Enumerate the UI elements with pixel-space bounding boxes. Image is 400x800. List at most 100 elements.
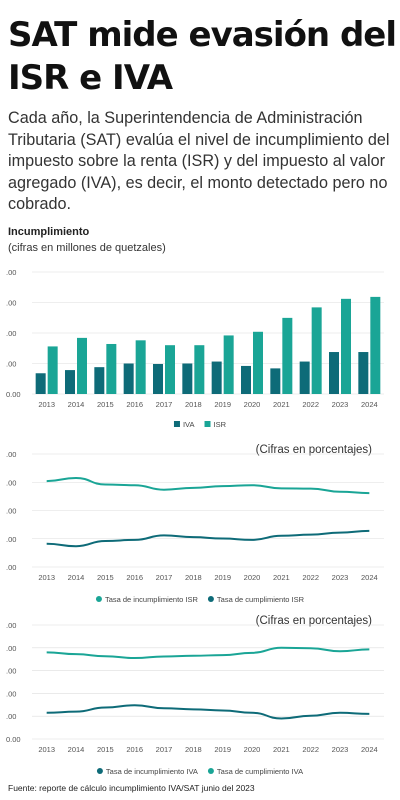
legend-label: IVA [183, 420, 195, 429]
bar-isr-2015 [106, 343, 117, 394]
bar-chart-subtitle: (cifras en millones de quetzales) [8, 242, 166, 254]
y-tick-label: .00 [6, 450, 16, 459]
x-tick-label: 2013 [38, 573, 55, 582]
legend-label: Tasa de cumplimiento ISR [217, 595, 305, 604]
x-tick-label: 2019 [214, 400, 231, 409]
y-tick-label: .00 [6, 644, 16, 653]
bar-isr-2020 [253, 331, 263, 394]
legend: Tasa de incumplimiento IVA Tasa de cumpli… [96, 767, 303, 776]
x-tick-label: 2021 [273, 573, 290, 582]
y-tick-label: .00 [6, 360, 16, 369]
legend-swatch-1 [204, 421, 211, 427]
bar-isr-2013 [47, 346, 58, 394]
legend-label: ISR [214, 420, 227, 429]
x-tick-label: 2019 [214, 745, 231, 754]
bar-iva-2023 [329, 352, 339, 394]
x-tick-label: 2014 [68, 573, 85, 582]
source-note: Fuente: reporte de cálculo incumplimient… [8, 783, 255, 793]
x-tick-label: 2014 [68, 745, 85, 754]
legend: IVA ISR [173, 420, 227, 429]
intro-text: Cada año, la Superintendencia de Adminis… [8, 109, 390, 213]
x-tick-label: 2024 [361, 745, 378, 754]
x-tick-label: 2016 [126, 745, 143, 754]
bar-iva-2020 [241, 365, 251, 394]
bar-iva-2021 [270, 368, 281, 394]
bar-isr-2024 [370, 296, 381, 394]
x-tick-label: 2018 [185, 400, 202, 409]
y-tick-label: .00 [6, 712, 16, 721]
y-tick-label: .00 [6, 667, 16, 676]
line-chart-iva: 0.00 .00 .00 .00 .00 .00 2013 2014 2015 2016 2017 2… [6, 621, 384, 776]
bar-iva-2016 [123, 363, 134, 394]
y-tick-label: 0.00 [6, 735, 21, 744]
isr-chart-note: (Cifras en porcentajes) [255, 444, 372, 456]
x-tick-label: 2022 [302, 573, 319, 582]
bar-isr-2018 [194, 345, 205, 394]
bar-iva-2017 [153, 363, 163, 394]
x-tick-label: 2015 [97, 573, 114, 582]
x-tick-label: 2020 [244, 573, 261, 582]
y-tick-label: .00 [6, 329, 16, 338]
x-tick-label: 2016 [126, 573, 143, 582]
bar-isr-2022 [311, 307, 322, 394]
x-tick-label: 2017 [156, 400, 173, 409]
x-tick-label: 2021 [273, 400, 290, 409]
x-tick-label: 2019 [214, 573, 231, 582]
series-line-1 [46, 529, 370, 548]
bar-isr-2021 [282, 317, 293, 394]
bar-chart-title: Incumplimiento [8, 226, 90, 238]
legend: Tasa de incumplimiento ISR Tasa de cumpli… [95, 595, 305, 604]
x-tick-label: 2014 [68, 400, 85, 409]
y-tick-label: .00 [6, 299, 16, 308]
legend-label: Tasa de incumplimiento ISR [105, 595, 199, 604]
x-tick-label: 2013 [38, 745, 55, 754]
line-chart-isr: .00 .00 .00 .00 .00 2013 2014 2015 2016 2017 2018 2… [6, 450, 384, 604]
bar-iva-2018 [182, 363, 193, 394]
x-tick-label: 2017 [156, 573, 173, 582]
x-tick-label: 2018 [185, 745, 202, 754]
bar-iva-2022 [299, 361, 310, 394]
legend-swatch-0 [173, 421, 180, 427]
x-tick-label: 2023 [332, 400, 349, 409]
bar-isr-2014 [77, 337, 87, 394]
series-line-0 [46, 704, 370, 720]
y-tick-label: .00 [6, 535, 16, 544]
x-tick-label: 2020 [244, 400, 261, 409]
y-tick-label: .00 [6, 621, 16, 630]
bar-isr-2019 [223, 335, 234, 394]
x-tick-label: 2024 [361, 573, 378, 582]
bar-isr-2017 [165, 345, 175, 394]
legend-swatch-0 [95, 596, 102, 602]
iva-chart-note: (Cifras en porcentajes) [255, 615, 372, 627]
x-tick-label: 2017 [156, 745, 173, 754]
bar-iva-2015 [94, 367, 105, 394]
series-line-0 [46, 476, 370, 495]
x-tick-label: 2021 [273, 745, 290, 754]
x-tick-label: 2016 [126, 400, 143, 409]
x-tick-label: 2022 [302, 745, 319, 754]
y-tick-label: 0.00 [6, 390, 21, 399]
page-title: SAT mide evasión del ISR e IVA [8, 15, 397, 98]
legend-swatch-1 [207, 596, 214, 602]
x-tick-label: 2018 [185, 573, 202, 582]
bar-iva-2024 [358, 352, 369, 394]
legend-label: Tasa de cumplimiento IVA [217, 767, 303, 776]
x-tick-label: 2024 [361, 400, 378, 409]
x-tick-label: 2020 [244, 745, 261, 754]
legend-swatch-1 [207, 768, 214, 774]
x-tick-label: 2023 [332, 745, 349, 754]
x-tick-label: 2013 [38, 400, 55, 409]
bar-iva-2014 [65, 370, 75, 394]
series-line-1 [46, 646, 370, 660]
x-tick-label: 2023 [332, 573, 349, 582]
bar-iva-2013 [35, 373, 46, 394]
y-tick-label: .00 [6, 268, 16, 277]
x-tick-label: 2015 [97, 745, 114, 754]
bar-isr-2023 [341, 298, 351, 394]
y-tick-label: .00 [6, 563, 16, 572]
legend-label: Tasa de incumplimiento IVA [106, 767, 198, 776]
y-tick-label: .00 [6, 689, 16, 698]
y-tick-label: .00 [6, 478, 16, 487]
bar-chart-incumplimiento: 0.00 .00 .00 .00 .00 2013 2014 2015 2016 2017 2018… [6, 268, 384, 429]
x-tick-label: 2022 [302, 400, 319, 409]
